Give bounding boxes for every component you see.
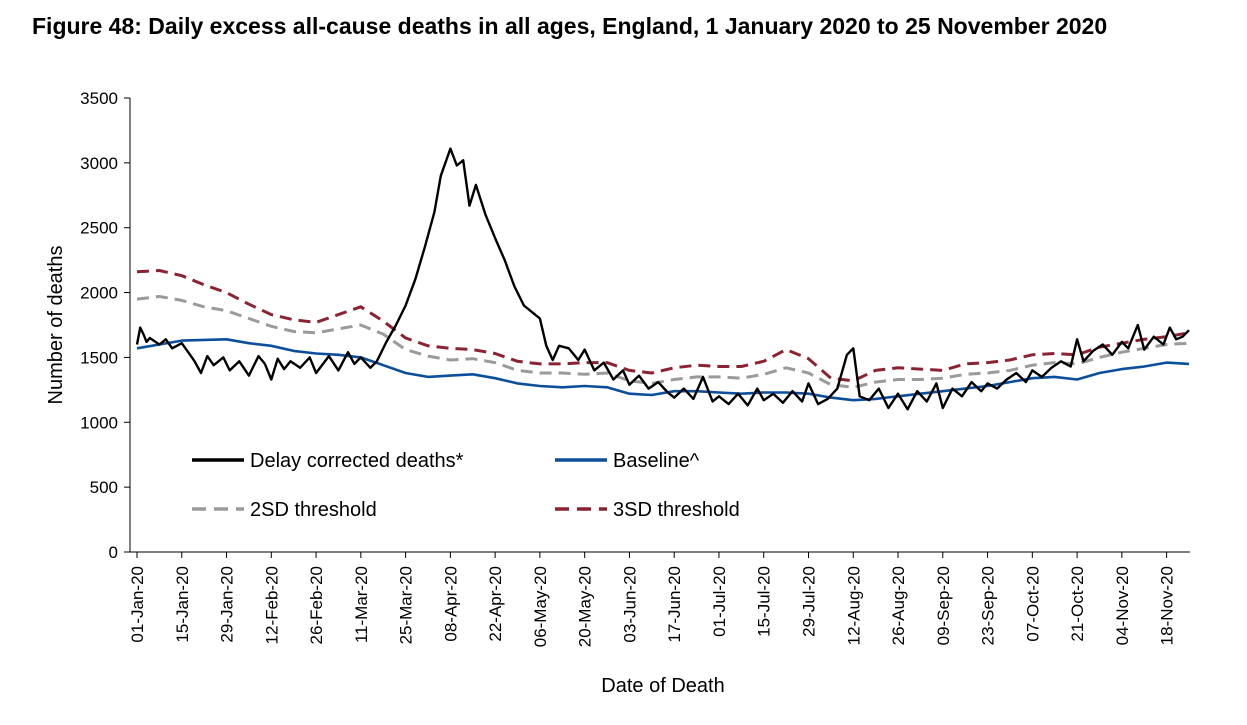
y-ticks: 0 500 1000 1500 2000 2500 3000 3500: [80, 89, 130, 562]
series-line-2sd-threshold: [136, 295, 1190, 389]
x-tick-label: 26-Feb-20: [307, 566, 326, 644]
series-line-delay-corrected-deaths: [135, 147, 1190, 411]
x-tick-label: 03-Jun-20: [620, 566, 639, 643]
x-tick-label: 21-Oct-20: [1068, 566, 1087, 642]
y-tick-label: 3000: [80, 154, 118, 173]
y-tick-label: 0: [109, 543, 118, 562]
x-tick-label: 25-Mar-20: [397, 566, 416, 644]
x-tick-label: 26-Aug-20: [889, 566, 908, 645]
x-tick-label: 01-Jul-20: [710, 566, 729, 637]
x-tick-label: 11-Mar-20: [352, 566, 371, 643]
x-tick-label: 29-Jan-20: [218, 566, 237, 643]
x-tick-label: 07-Oct-20: [1023, 566, 1042, 642]
legend: Delay corrected deaths* Baseline^ 2SD thre…: [192, 450, 740, 521]
y-tick-label: 1000: [80, 413, 118, 432]
x-tick-label: 04-Nov-20: [1113, 566, 1132, 645]
series-layer: [135, 147, 1190, 411]
y-tick-label: 2000: [80, 284, 118, 303]
y-tick-label: 3500: [80, 89, 118, 108]
y-tick-label: 1500: [80, 348, 118, 367]
x-tick-label: 01-Jan-20: [128, 566, 147, 643]
x-ticks: 01-Jan-20 15-Jan-20 29-Jan-20 12-Feb-20 26-F…: [128, 552, 1177, 647]
y-tick-label: 2500: [80, 219, 118, 238]
series-line-3sd-threshold: [136, 269, 1190, 383]
y-axis-title: Number of deaths: [45, 246, 67, 405]
x-axis-title: Date of Death: [601, 675, 724, 697]
x-tick-label: 29-Jul-20: [799, 566, 818, 637]
x-tick-label: 15-Jan-20: [173, 566, 192, 643]
x-tick-label: 20-May-20: [576, 566, 595, 647]
legend-label: Baseline^: [613, 450, 700, 472]
legend-label: Delay corrected deaths*: [250, 450, 464, 472]
x-tick-label: 18-Nov-20: [1158, 566, 1177, 645]
x-tick-label: 09-Sep-20: [934, 566, 953, 645]
x-tick-label: 22-Apr-20: [486, 566, 505, 642]
legend-label: 2SD threshold: [250, 499, 377, 521]
chart-title: Figure 48: Daily excess all-cause deaths…: [32, 13, 1108, 39]
series-line-baseline: [136, 338, 1190, 402]
y-tick-label: 500: [90, 478, 118, 497]
x-tick-label: 08-Apr-20: [441, 566, 460, 642]
axes: [129, 98, 1190, 553]
x-tick-label: 12-Aug-20: [844, 566, 863, 645]
x-tick-label: 12-Feb-20: [262, 566, 281, 644]
legend-label: 3SD threshold: [613, 499, 740, 521]
x-tick-label: 23-Sep-20: [979, 566, 998, 645]
x-tick-label: 06-May-20: [531, 566, 550, 647]
x-tick-label: 15-Jul-20: [755, 566, 774, 637]
x-tick-label: 17-Jun-20: [665, 566, 684, 643]
